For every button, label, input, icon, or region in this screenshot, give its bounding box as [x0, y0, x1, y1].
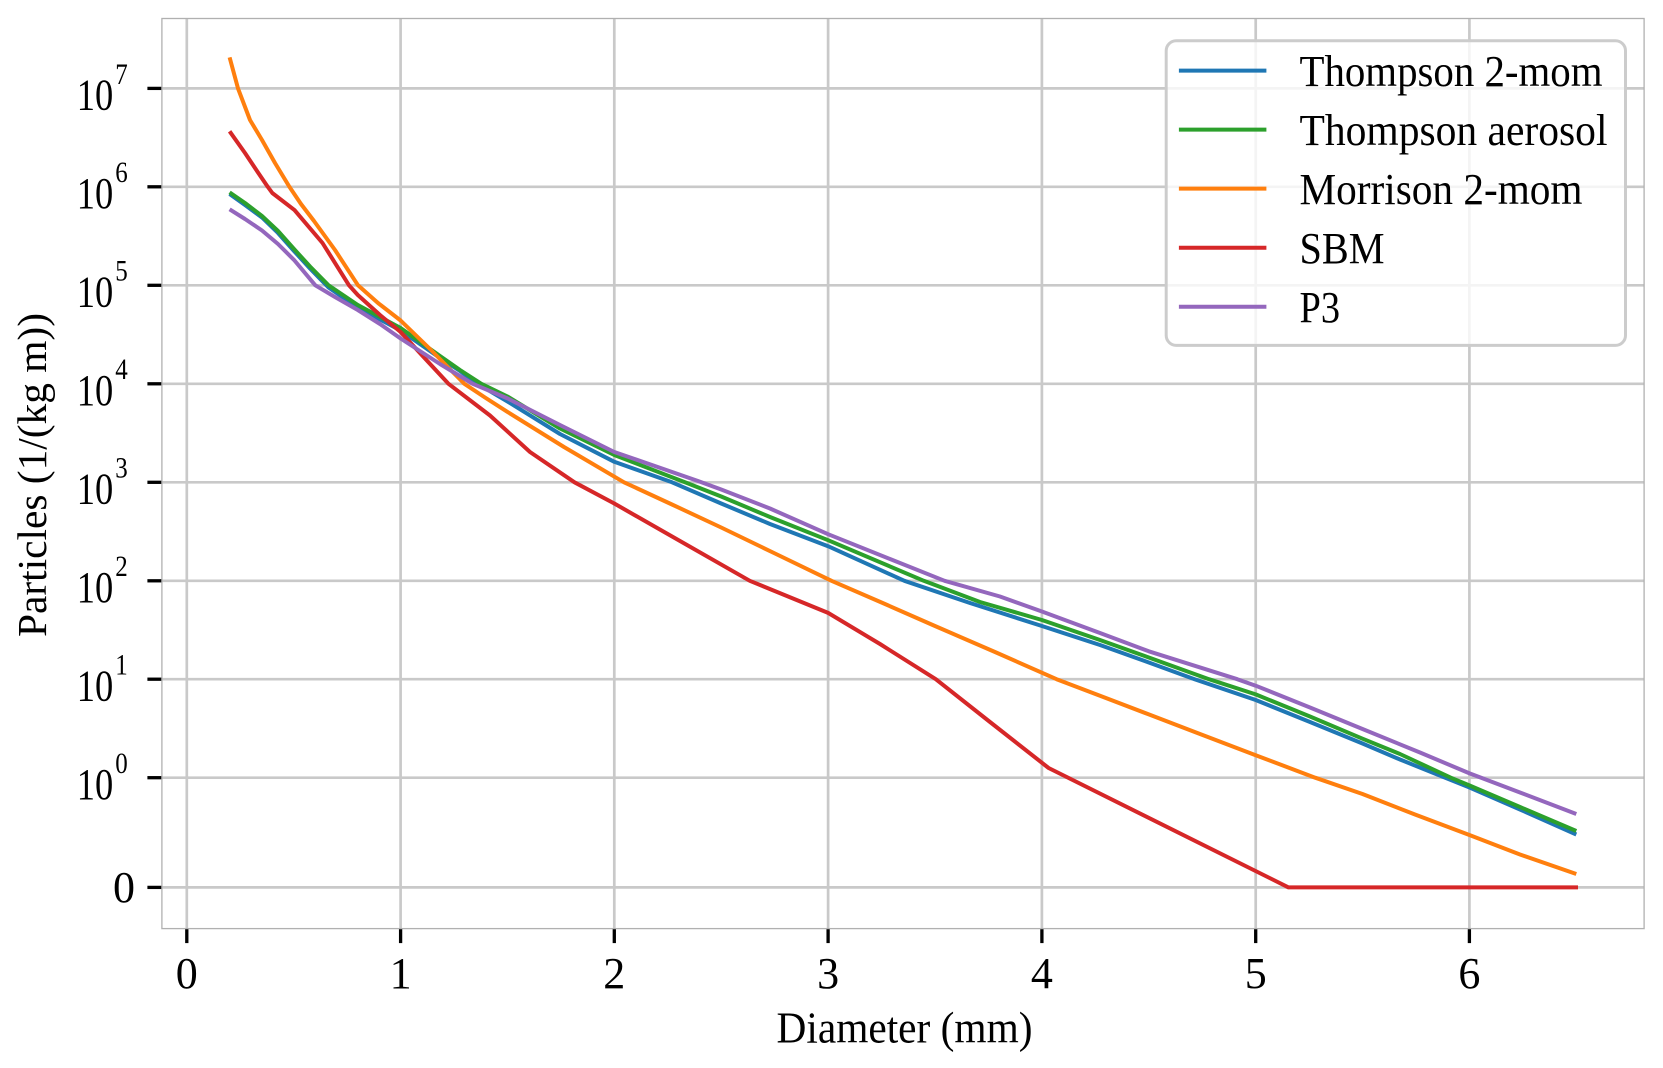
svg-text:6: 6 [115, 156, 128, 189]
svg-text:Thompson 2-mom: Thompson 2-mom [1300, 47, 1603, 96]
svg-text:6: 6 [1458, 949, 1480, 998]
svg-text:5: 5 [115, 255, 128, 288]
svg-text:7: 7 [115, 58, 128, 91]
svg-text:0: 0 [115, 747, 128, 780]
svg-text:4: 4 [115, 353, 128, 386]
svg-text:10: 10 [77, 760, 114, 809]
svg-text:2: 2 [603, 949, 625, 998]
svg-text:10: 10 [77, 366, 114, 415]
svg-text:2: 2 [115, 550, 128, 583]
svg-text:Thompson aerosol: Thompson aerosol [1300, 106, 1608, 155]
svg-text:1: 1 [115, 649, 128, 682]
svg-text:10: 10 [77, 71, 114, 120]
svg-text:1: 1 [390, 949, 412, 998]
svg-text:10: 10 [77, 268, 114, 317]
svg-text:P3: P3 [1300, 283, 1341, 332]
svg-text:0: 0 [176, 949, 198, 998]
svg-text:5: 5 [1245, 949, 1267, 998]
svg-text:10: 10 [77, 169, 114, 218]
svg-text:0: 0 [113, 863, 135, 912]
svg-text:4: 4 [1031, 949, 1053, 998]
svg-text:Diameter (mm): Diameter (mm) [777, 1003, 1033, 1052]
svg-text:Morrison 2-mom: Morrison 2-mom [1300, 165, 1583, 214]
svg-text:SBM: SBM [1300, 224, 1385, 273]
svg-text:10: 10 [77, 661, 114, 710]
svg-text:10: 10 [77, 465, 114, 514]
svg-text:3: 3 [817, 949, 839, 998]
svg-text:10: 10 [77, 563, 114, 612]
svg-text:Particles (1/(kg m)): Particles (1/(kg m)) [10, 313, 56, 637]
svg-text:3: 3 [115, 452, 128, 485]
